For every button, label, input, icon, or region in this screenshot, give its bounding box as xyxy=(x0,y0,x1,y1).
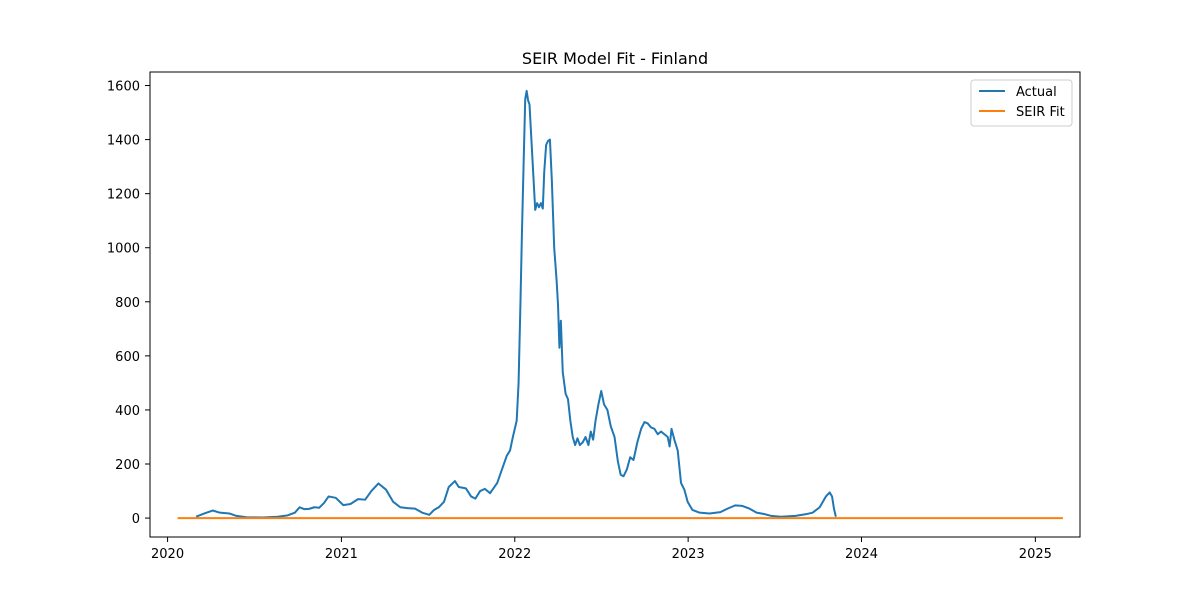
legend-label-actual: Actual xyxy=(1016,85,1057,100)
y-tick-label: 400 xyxy=(115,404,140,419)
y-tick-label: 800 xyxy=(115,296,140,311)
legend-label-seir-fit: SEIR Fit xyxy=(1016,105,1065,120)
y-tick-label: 1600 xyxy=(107,80,140,95)
x-tick-label: 2020 xyxy=(151,547,184,562)
y-tick-label: 200 xyxy=(115,458,140,473)
x-tick-label: 2022 xyxy=(498,547,531,562)
y-tick-label: 1200 xyxy=(107,188,140,203)
y-tick-label: 0 xyxy=(132,512,140,527)
y-tick-label: 1400 xyxy=(107,134,140,149)
legend: Actual SEIR Fit xyxy=(970,79,1073,127)
x-tick-label: 2024 xyxy=(845,547,878,562)
axes-frame xyxy=(149,71,1081,538)
y-tick-label: 1000 xyxy=(107,242,140,257)
series-line-actual xyxy=(195,89,837,519)
y-tick-label: 600 xyxy=(115,350,140,365)
x-axis: 2020 2021 2022 2023 2024 2025 xyxy=(151,537,1052,562)
plot-area xyxy=(177,89,1063,520)
x-tick-label: 2025 xyxy=(1019,547,1052,562)
chart-title: SEIR Model Fit - Finland xyxy=(522,49,708,68)
x-tick-label: 2021 xyxy=(325,547,358,562)
x-tick-label: 2023 xyxy=(672,547,705,562)
y-axis: 0 200 400 600 800 1000 1200 1400 1600 xyxy=(107,80,150,527)
